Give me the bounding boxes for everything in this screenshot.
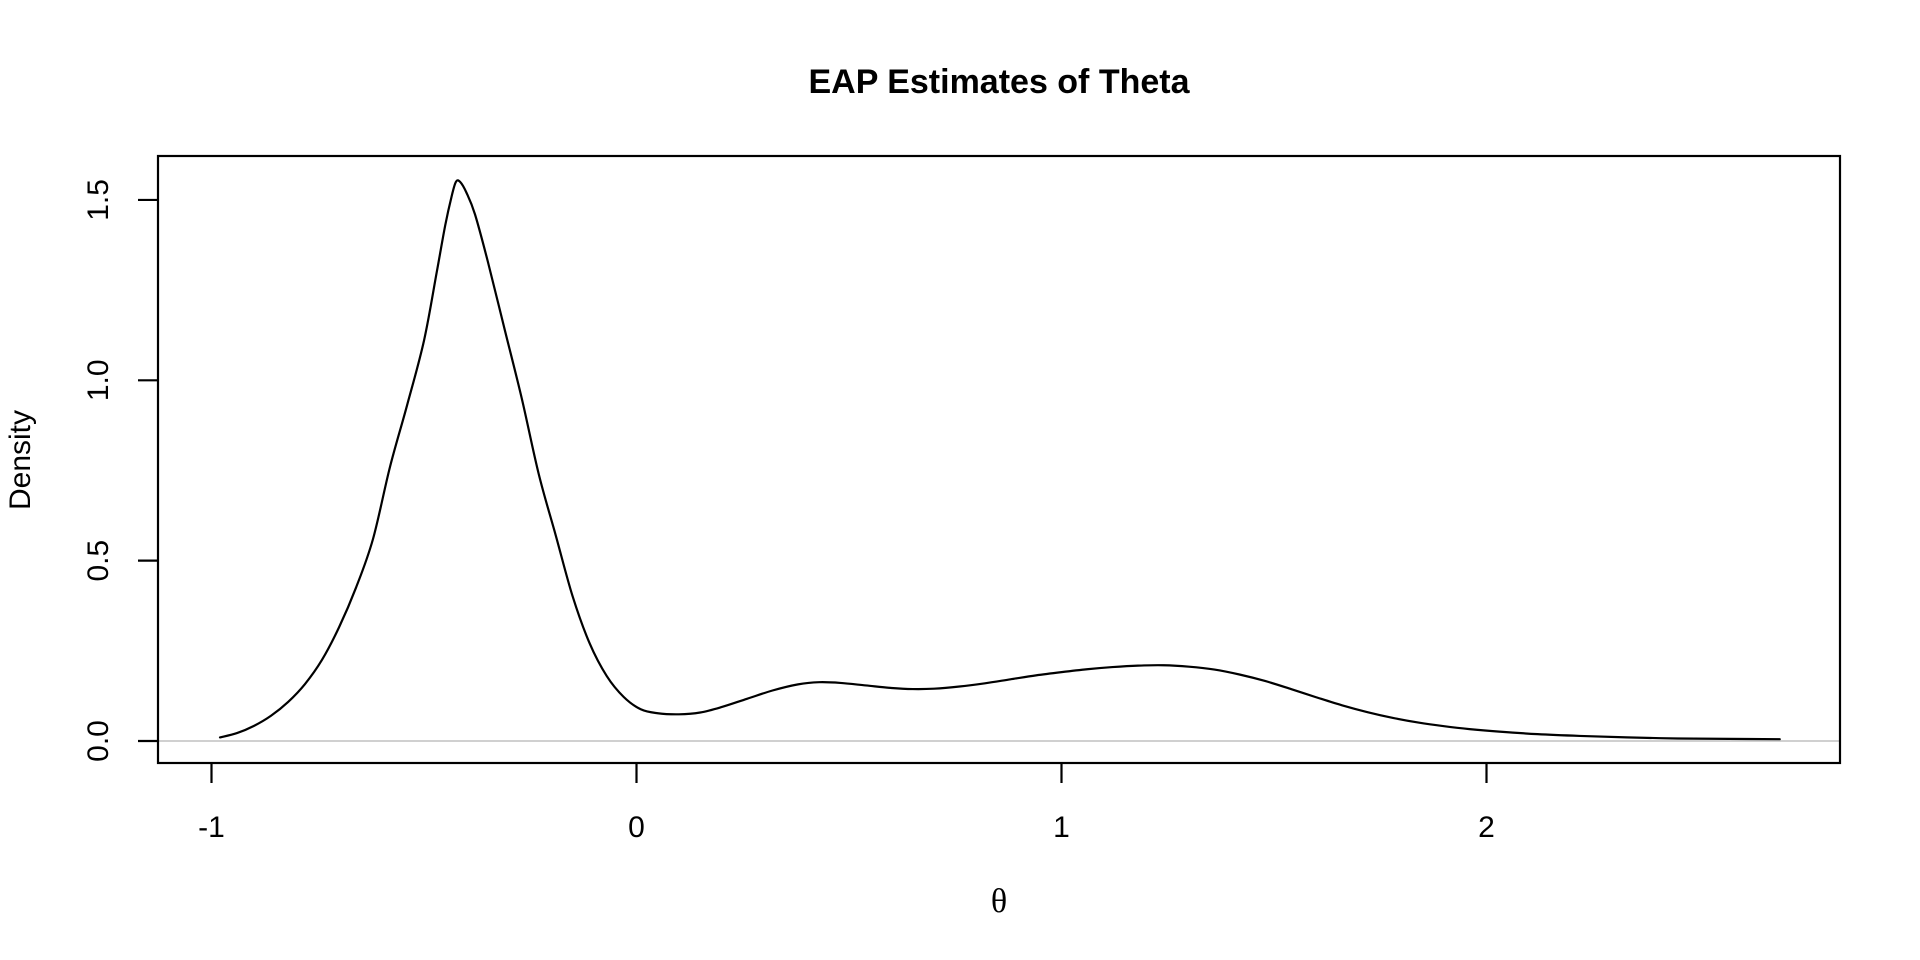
chart-title: EAP Estimates of Theta <box>808 63 1190 101</box>
plot-border <box>156 154 1842 765</box>
x-axis-label: θ <box>991 883 1007 920</box>
y-tick-label: 1.5 <box>82 179 115 221</box>
y-axis-label: Density <box>4 410 37 510</box>
x-tick-label: -1 <box>198 811 225 844</box>
y-tick-label: 0.5 <box>82 540 115 582</box>
x-tick-label: 1 <box>1053 811 1070 844</box>
x-tick-label: 0 <box>628 811 645 844</box>
density-curve <box>218 179 1781 741</box>
tick-label-layer: -1 0 1 2 0.0 0.5 1.0 1.5 <box>82 179 1495 844</box>
y-tick-label: 1.0 <box>82 359 115 401</box>
curve-layer <box>218 179 1781 741</box>
x-tick-label: 2 <box>1478 811 1495 844</box>
axes-layer <box>138 154 1842 783</box>
y-tick-label: 0.0 <box>82 720 115 762</box>
